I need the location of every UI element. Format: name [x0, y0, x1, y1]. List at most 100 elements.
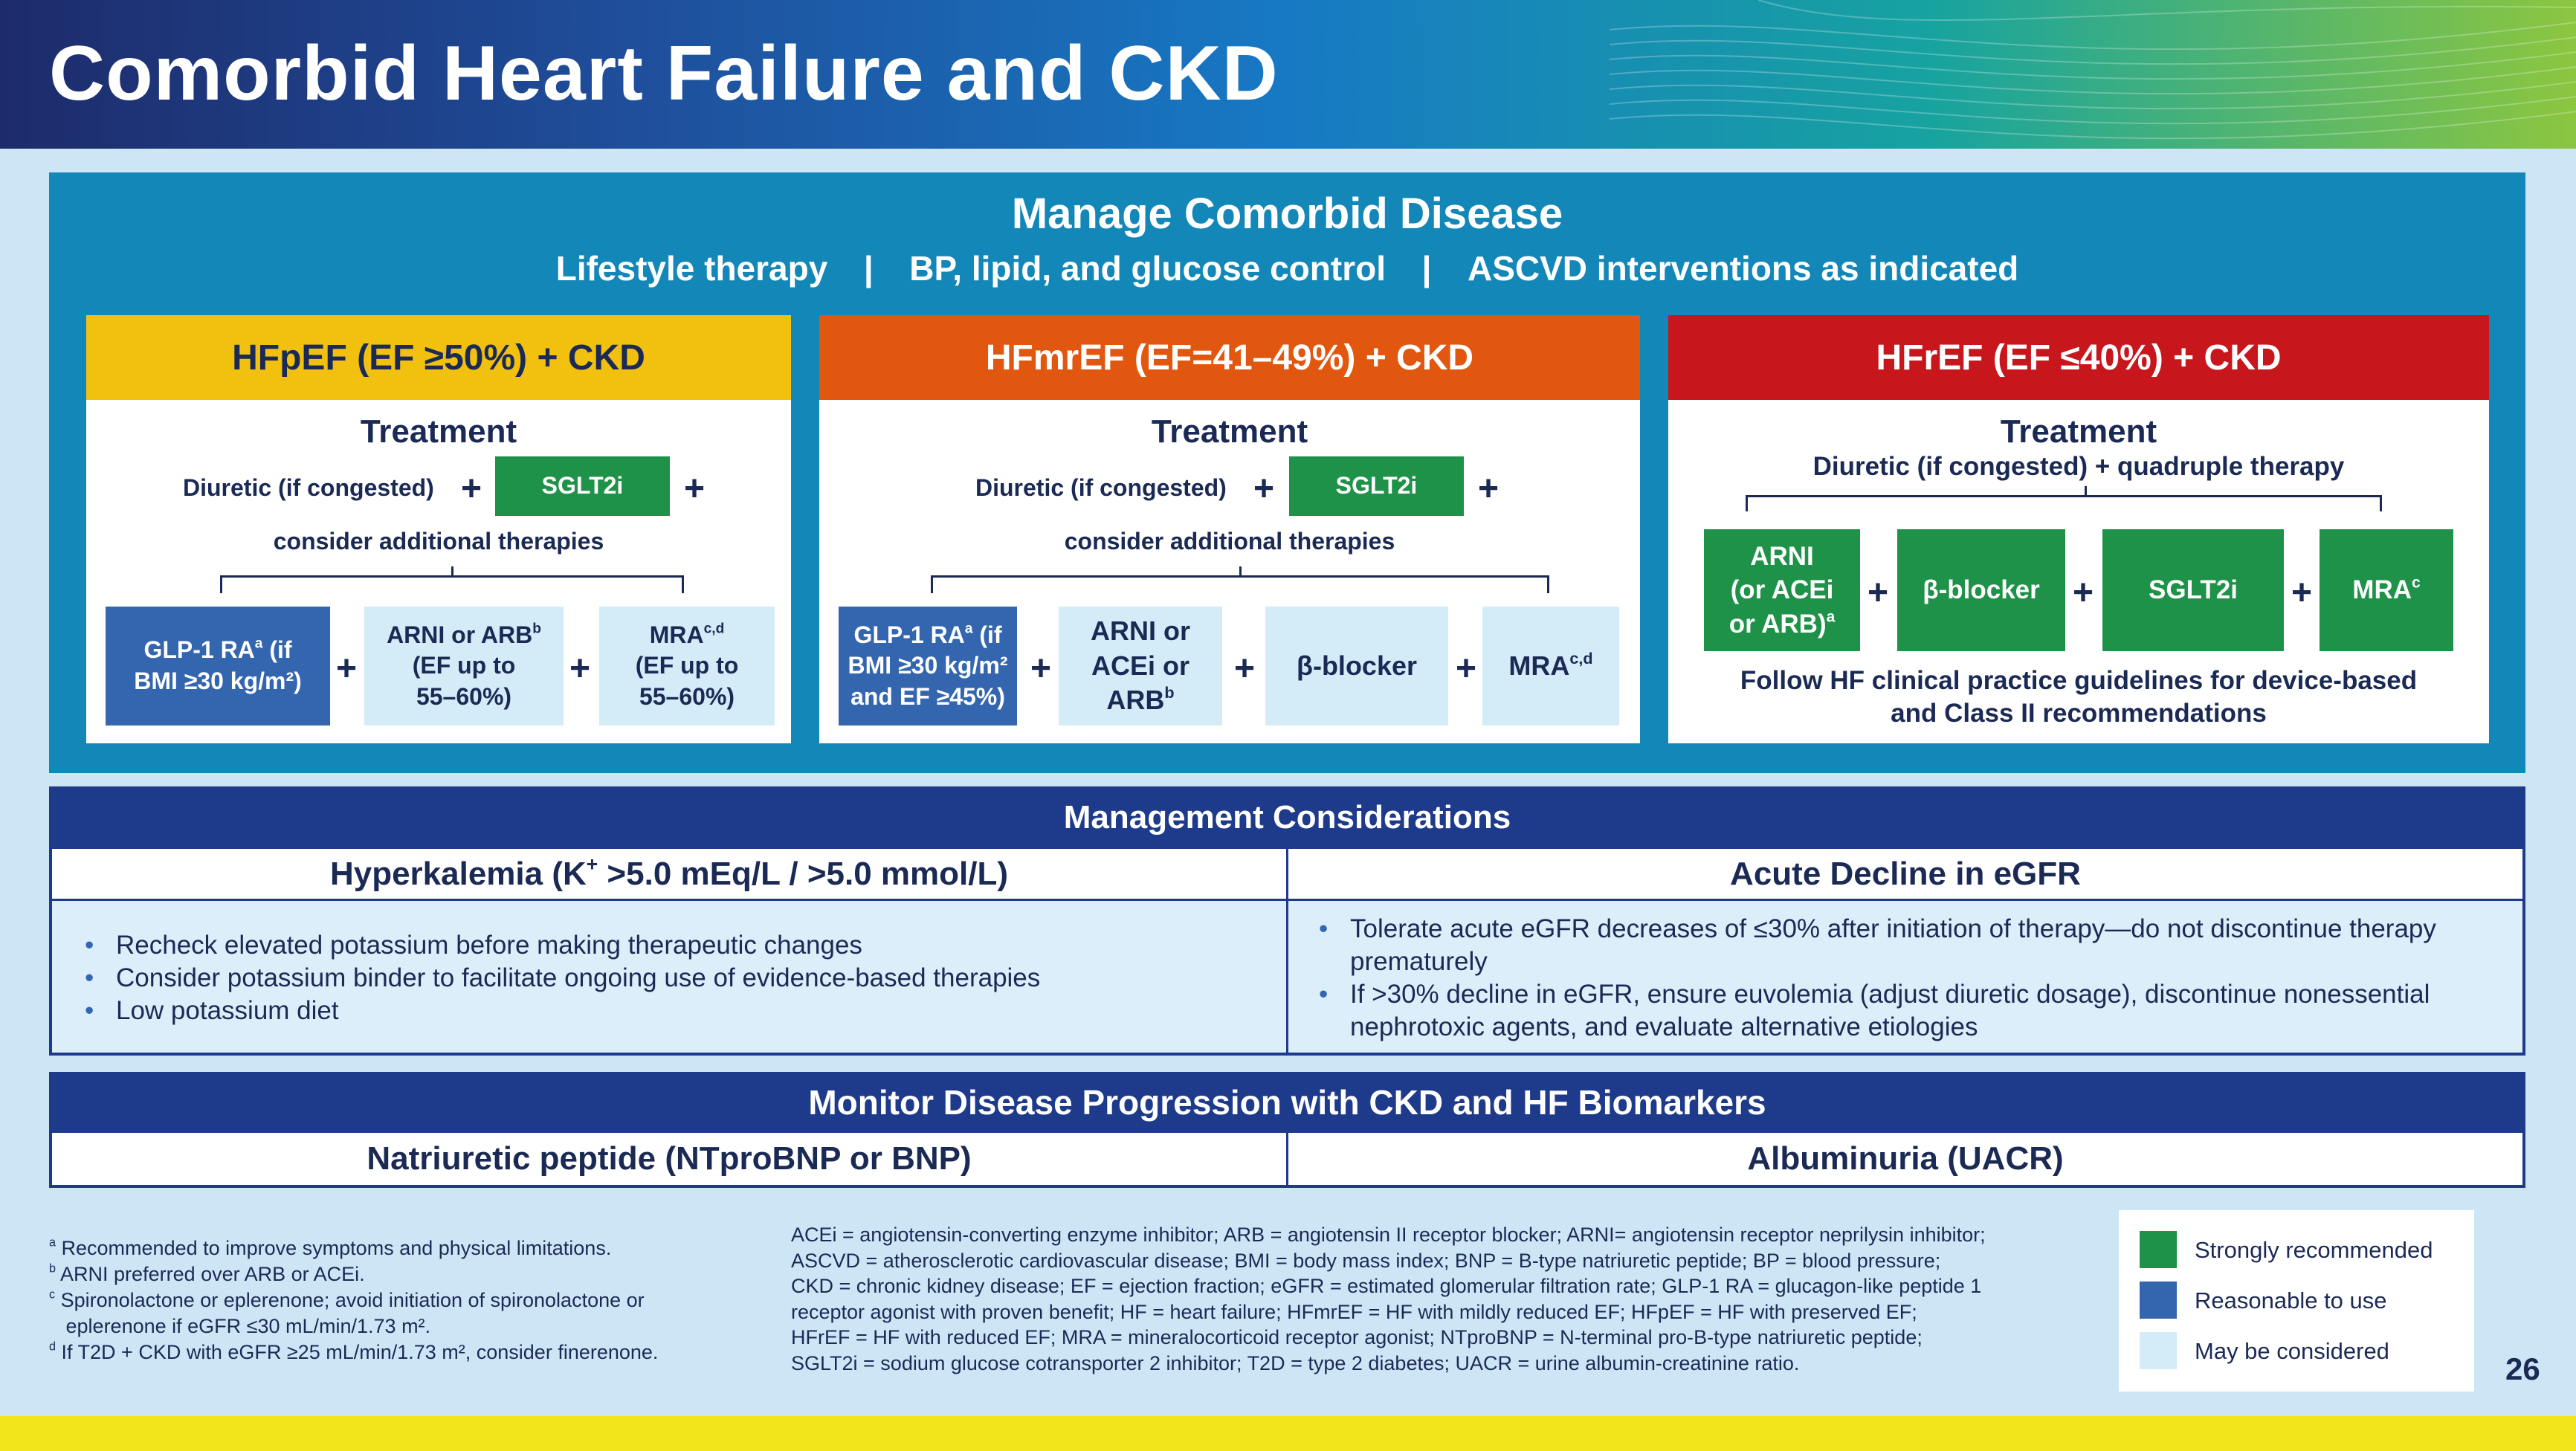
legend: Strongly recommended Reasonable to use M… — [2119, 1210, 2474, 1392]
legend-swatch-may — [2140, 1332, 2177, 1369]
hyperkalemia-title: Hyperkalemia (K+ >5.0 mEq/L / >5.0 mmol/… — [52, 849, 1286, 901]
mra-label: MRA — [2352, 575, 2412, 605]
bracket — [1746, 495, 2382, 511]
column-divider — [1286, 849, 1288, 1056]
bracket-tick — [1239, 566, 1242, 577]
abbreviation-line: ASCVD = atherosclerotic cardiovascular d… — [791, 1249, 1941, 1272]
arni-label: or ARB) — [1728, 609, 1827, 639]
page-number: 26 — [2505, 1351, 2540, 1386]
hfpef-treatment-label: Treatment — [360, 413, 517, 450]
plus-sign: + — [336, 649, 358, 688]
wave-decoration — [1610, 0, 2576, 140]
plus-sign: + — [1478, 469, 1500, 508]
footnote-sup: b — [532, 621, 541, 637]
arni-label: ARNI or ARB — [387, 621, 533, 648]
glp1-label: GLP-1 RA — [853, 621, 965, 648]
hyperkalemia-label: Hyperkalemia (K — [329, 855, 587, 892]
bracket — [220, 575, 684, 593]
abbreviation-line: ACEi = angiotensin-converting enzyme inh… — [791, 1224, 1986, 1246]
arni-label: ARNI — [1750, 541, 1814, 571]
list-item: If >30% decline in eGFR, ensure euvolemi… — [1316, 978, 2476, 1044]
arni-label: ACEi or — [1091, 650, 1189, 681]
list-item: Recheck elevated potassium before making… — [82, 929, 1271, 962]
hfref-column: HFrEF (EF ≤40%) + CKD Treatment Diuretic… — [1668, 315, 2489, 743]
abbreviation-line: HFrEF = HF with reduced EF; MRA = minera… — [791, 1326, 1923, 1348]
footnote-sup: a — [964, 621, 973, 637]
legend-label-reasonable: Reasonable to use — [2195, 1287, 2387, 1313]
hfpef-glp1-box: GLP-1 RAa (if BMI ≥30 kg/m²) — [106, 607, 330, 726]
footnote-sup: c — [2412, 574, 2421, 592]
hfmref-heading: HFmrEF (EF=41–49%) + CKD — [819, 315, 1640, 400]
hfmref-diuretic: Diuretic (if congested) — [975, 474, 1227, 501]
abbreviation-line: CKD = chronic kidney disease; EF = eject… — [791, 1275, 1982, 1297]
plus-sign: + — [1868, 573, 1889, 613]
bottom-bar — [0, 1416, 2576, 1451]
plus-sign: + — [1030, 649, 1052, 688]
footnote-b: b ARNI preferred over ARB or ACEi. — [49, 1261, 365, 1285]
glp1-label: GLP-1 RA — [143, 636, 255, 664]
hfpef-sglt2i-box: SGLT2i — [495, 456, 670, 516]
manage-item-ascvd: ASCVD interventions as indicated — [1467, 249, 2019, 288]
mra-label: MRA — [1508, 650, 1570, 681]
separator: | — [863, 249, 874, 288]
arni-label: 55–60%) — [416, 682, 512, 710]
hfpef-column: HFpEF (EF ≥50%) + CKD Treatment Diuretic… — [86, 315, 791, 743]
glp1-label: BMI ≥30 kg/m² — [848, 652, 1008, 679]
footnote-sup: a — [1826, 608, 1836, 626]
glp1-label: and EF ≥45%) — [850, 682, 1005, 710]
footnote-text: Spironolactone or eplerenone; avoid init… — [60, 1289, 645, 1311]
arni-label: ARB — [1106, 685, 1165, 716]
hyperkalemia-label: >5.0 mEq/L / >5.0 mmol/L) — [598, 855, 1009, 892]
hfref-mra-box: MRAc — [2320, 529, 2453, 651]
hfmref-sglt2i-box: SGLT2i — [1289, 456, 1464, 516]
glp1-label: (if — [972, 621, 1002, 648]
hfmref-beta-box: β-blocker — [1265, 607, 1448, 726]
hfref-follow-note: Follow HF clinical practice guidelines f… — [1668, 665, 2489, 730]
footnote-sup: c,d — [703, 621, 725, 637]
manage-title: Manage Comorbid Disease — [1011, 190, 1563, 238]
monitor-right: Albuminuria (UACR) — [1747, 1140, 2064, 1177]
plus-sign: + — [569, 649, 591, 688]
footnote-sup: a — [254, 636, 263, 652]
bracket — [931, 575, 1549, 593]
hfmref-glp1-box: GLP-1 RAa (if BMI ≥30 kg/m² and EF ≥45%) — [839, 607, 1017, 726]
follow-line: and Class II recommendations — [1891, 699, 2267, 728]
hfmref-consider: consider additional therapies — [1064, 528, 1395, 555]
abbreviation-line: SGLT2i = sodium glucose cotransporter 2 … — [791, 1351, 1800, 1374]
footnote-c: c Spironolactone or eplerenone; avoid in… — [49, 1287, 645, 1337]
bracket-tick — [2085, 486, 2087, 497]
abbreviation-line: receptor agonist with proven benefit; HF… — [791, 1300, 1917, 1323]
separator: | — [1421, 249, 1432, 288]
legend-label-may: May be considered — [2195, 1338, 2389, 1364]
hfref-beta-box: β-blocker — [1897, 529, 2065, 651]
hfref-heading: HFrEF (EF ≤40%) + CKD — [1668, 315, 2489, 400]
bracket-tick — [451, 566, 453, 577]
egfr-list: Tolerate acute eGFR decreases of ≤30% af… — [1316, 913, 2476, 1044]
arni-label: (or ACEi — [1730, 575, 1834, 605]
management-title: Management Considerations — [49, 786, 2525, 849]
hfpef-arni-box: ARNI or ARBb (EF up to 55–60%) — [364, 607, 564, 726]
plus-sign: + — [2073, 573, 2094, 613]
hfpef-heading: HFpEF (EF ≥50%) + CKD — [86, 315, 791, 400]
hfref-sglt2i-box: SGLT2i — [2102, 529, 2284, 651]
footnote-sup: b — [1164, 683, 1175, 702]
follow-line: Follow HF clinical practice guidelines f… — [1740, 666, 2418, 695]
header-banner — [0, 0, 2576, 149]
footnote-text: If T2D + CKD with eGFR ≥25 mL/min/1.73 m… — [61, 1341, 659, 1363]
manage-subtitle: Lifestyle therapy | BP, lipid, and glucose… — [49, 248, 2525, 288]
hfref-arni-box: ARNI (or ACEi or ARB)a — [1704, 529, 1860, 651]
mra-label: 55–60%) — [639, 682, 735, 710]
glp1-label: BMI ≥30 kg/m²) — [134, 668, 302, 694]
hfref-diuretic: Diuretic (if congested) + quadruple ther… — [1812, 452, 2345, 481]
egfr-title: Acute Decline in eGFR — [1288, 849, 2522, 901]
footnote-a: a Recommended to improve symptoms and ph… — [49, 1235, 612, 1259]
monitor-title: Monitor Disease Progression with CKD and… — [49, 1072, 2525, 1133]
plus-sign: + — [1234, 649, 1256, 688]
superscript: + — [586, 853, 598, 876]
plus-sign: + — [1456, 649, 1477, 688]
hfmref-mra-box: MRAc,d — [1482, 607, 1619, 726]
hfpef-consider: consider additional therapies — [273, 528, 604, 555]
plus-sign: + — [1253, 469, 1275, 508]
footnote-text: ARNI preferred over ARB or ACEi. — [60, 1263, 365, 1285]
mra-label: (EF up to — [635, 652, 739, 679]
